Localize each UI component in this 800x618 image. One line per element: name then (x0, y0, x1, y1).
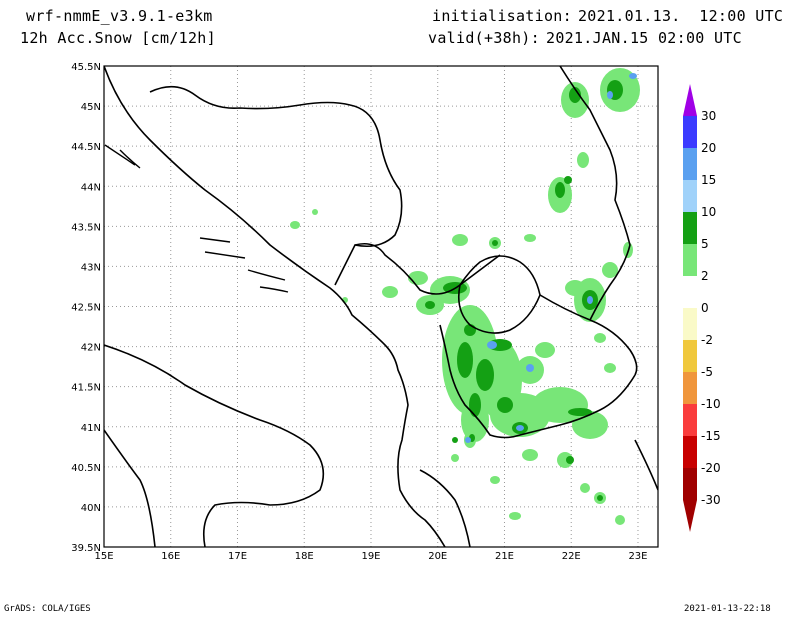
colorbar-min-arrow (683, 500, 697, 532)
colorbar-swatch (683, 148, 697, 180)
coastlines-borders (104, 66, 658, 547)
colorbar-label: -15 (701, 429, 721, 443)
model-title: wrf-nmmE_v3.9.1-e3km (26, 7, 213, 25)
footer-timestamp: 2021-01-13-22:18 (684, 604, 771, 614)
valid-label: valid(+38h): (428, 29, 540, 47)
y-tick-label: 42N (81, 343, 101, 354)
y-tick-label: 40.5N (71, 463, 101, 474)
colorbar-label: -10 (701, 397, 721, 411)
colorbar-label: 10 (701, 205, 716, 219)
x-tick-label: 20E (428, 551, 447, 562)
islands (104, 144, 289, 293)
colorbar-swatch (683, 340, 697, 372)
gridlines (104, 66, 658, 547)
colorbar-label: -2 (701, 333, 713, 347)
colorbar-swatch (683, 372, 697, 404)
colorbar-max-arrow (683, 84, 697, 116)
x-tick-label: 19E (361, 551, 380, 562)
init-value: 2021.01.13. 12:00 UTC (577, 7, 784, 25)
x-tick-label: 16E (161, 551, 180, 562)
colorbar-swatch (683, 116, 697, 148)
colorbar-label: -20 (701, 461, 721, 475)
x-tick-label: 18E (295, 551, 314, 562)
y-tick-label: 44.5N (71, 142, 101, 153)
colorbar-label: 2 (701, 269, 709, 283)
y-tick-label: 44N (81, 182, 101, 193)
y-tick-label: 45.5N (71, 62, 101, 73)
y-tick-label: 45N (81, 102, 101, 113)
colorbar-swatch (683, 436, 697, 468)
colorbar-swatch (683, 308, 697, 340)
valid-time: valid(+38h): 2021.JAN.15 02:00 UTC (428, 29, 742, 47)
y-tick-label: 43N (81, 262, 101, 273)
x-tick-label: 21E (495, 551, 514, 562)
colorbar-swatch (683, 404, 697, 436)
tick-labels: 15E 16E 17E 18E 19E 20E 21E 22E 23E 45.5N 45N 44.5N… (71, 62, 647, 562)
colorbar-swatch (683, 180, 697, 212)
colorbar-swatch (683, 212, 697, 244)
init-time: initialisation: 2021.01.13. 12:00 UTC (432, 7, 783, 25)
y-tick-label: 41.5N (71, 383, 101, 394)
colorbar-swatch (683, 276, 697, 308)
y-tick-label: 41N (81, 423, 101, 434)
colorbar-label: 0 (701, 301, 709, 315)
y-tick-label: 39.5N (71, 543, 101, 554)
snow-field (290, 68, 640, 525)
colorbar-label: 30 (701, 109, 716, 123)
colorbar-swatch (683, 244, 697, 276)
y-tick-label: 43.5N (71, 222, 101, 233)
x-tick-label: 17E (228, 551, 247, 562)
init-label: initialisation: (432, 7, 572, 25)
colorbar-label: 15 (701, 173, 716, 187)
x-tick-label: 22E (562, 551, 581, 562)
y-tick-label: 40N (81, 503, 101, 514)
map-frame (103, 65, 659, 548)
variable-title: 12h Acc.Snow [cm/12h] (20, 29, 216, 47)
y-tick-label: 42.5N (71, 303, 101, 314)
x-tick-label: 15E (94, 551, 113, 562)
valid-value: 2021.JAN.15 02:00 UTC (545, 29, 742, 47)
colorbar-label: -5 (701, 365, 713, 379)
colorbar-label: -30 (701, 493, 721, 507)
colorbar-label: 20 (701, 141, 716, 155)
x-tick-label: 23E (628, 551, 647, 562)
colorbar-swatch (683, 468, 697, 500)
colorbar-label: 5 (701, 237, 709, 251)
footer-credit: GrADS: COLA/IGES (4, 604, 91, 614)
